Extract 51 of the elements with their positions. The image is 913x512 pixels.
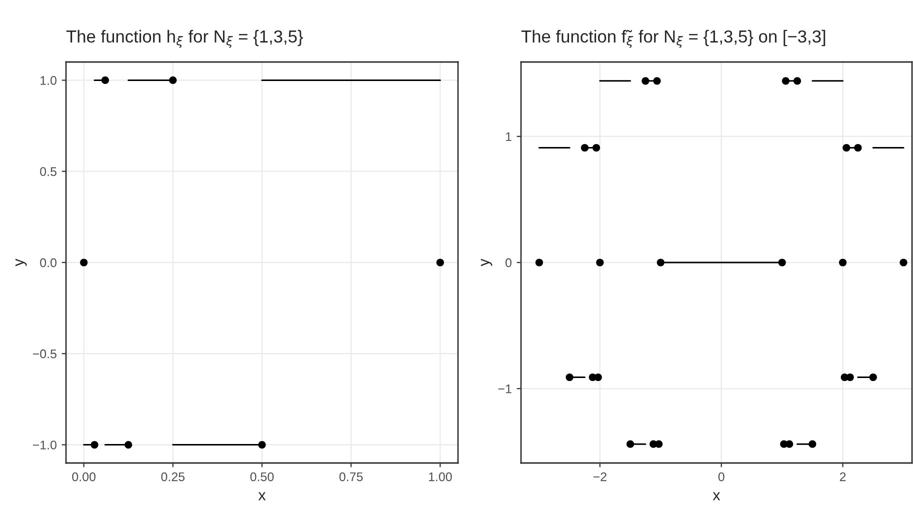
x-tick-label: 0.50 bbox=[250, 472, 274, 482]
y-tick-label: 0.0 bbox=[40, 258, 56, 268]
point bbox=[793, 77, 802, 85]
point bbox=[436, 258, 444, 266]
y-tick-label: 1.0 bbox=[40, 76, 56, 85]
y-tick-label: −1.0 bbox=[32, 440, 56, 450]
x-tick-label: 0 bbox=[718, 472, 724, 482]
y-tick-label: 0 bbox=[506, 258, 512, 268]
x-tick-label: 0.75 bbox=[339, 472, 363, 482]
point bbox=[258, 440, 266, 449]
point bbox=[782, 77, 790, 85]
y-tick-label: 1 bbox=[506, 132, 512, 141]
x-axis-title: x bbox=[712, 492, 720, 500]
y-axis-title: y bbox=[16, 258, 27, 266]
point bbox=[596, 258, 604, 266]
x-tick-label: 0.25 bbox=[161, 472, 185, 482]
chart-title: The function f̃$_{ξ}$ for N$_{ξ}$ = {1,3,5} on [−3,3] bbox=[521, 30, 826, 48]
x-tick-label: 2 bbox=[840, 472, 846, 482]
point bbox=[842, 144, 850, 152]
y-tick-label: −0.5 bbox=[32, 349, 56, 358]
point bbox=[580, 144, 589, 152]
point bbox=[838, 258, 847, 266]
point bbox=[854, 144, 862, 152]
x-axis-title: x bbox=[258, 492, 266, 500]
y-tick-label: 0.5 bbox=[40, 167, 56, 176]
point bbox=[869, 373, 877, 382]
y-axis-title: y bbox=[480, 258, 492, 266]
point bbox=[786, 440, 794, 448]
point bbox=[80, 258, 88, 266]
point bbox=[653, 77, 661, 85]
point bbox=[656, 258, 664, 266]
point bbox=[846, 373, 854, 382]
point bbox=[626, 440, 634, 448]
point bbox=[566, 373, 574, 382]
point bbox=[594, 373, 602, 382]
point bbox=[778, 258, 786, 266]
point bbox=[124, 440, 132, 449]
point bbox=[101, 76, 110, 84]
point bbox=[169, 76, 177, 84]
chart-title: The function h$_{ξ}$ for N$_{ξ}$ = {1,3,5} bbox=[66, 30, 303, 48]
point bbox=[655, 440, 663, 448]
x-tick-label: 0.00 bbox=[72, 472, 96, 482]
point bbox=[642, 77, 650, 85]
x-tick-label: −2 bbox=[593, 472, 606, 482]
point bbox=[808, 440, 816, 448]
point bbox=[592, 144, 600, 152]
point bbox=[900, 258, 908, 266]
y-tick-label: −1 bbox=[498, 384, 512, 394]
point bbox=[90, 440, 98, 449]
point bbox=[535, 258, 544, 266]
x-tick-label: 1.00 bbox=[428, 472, 452, 482]
